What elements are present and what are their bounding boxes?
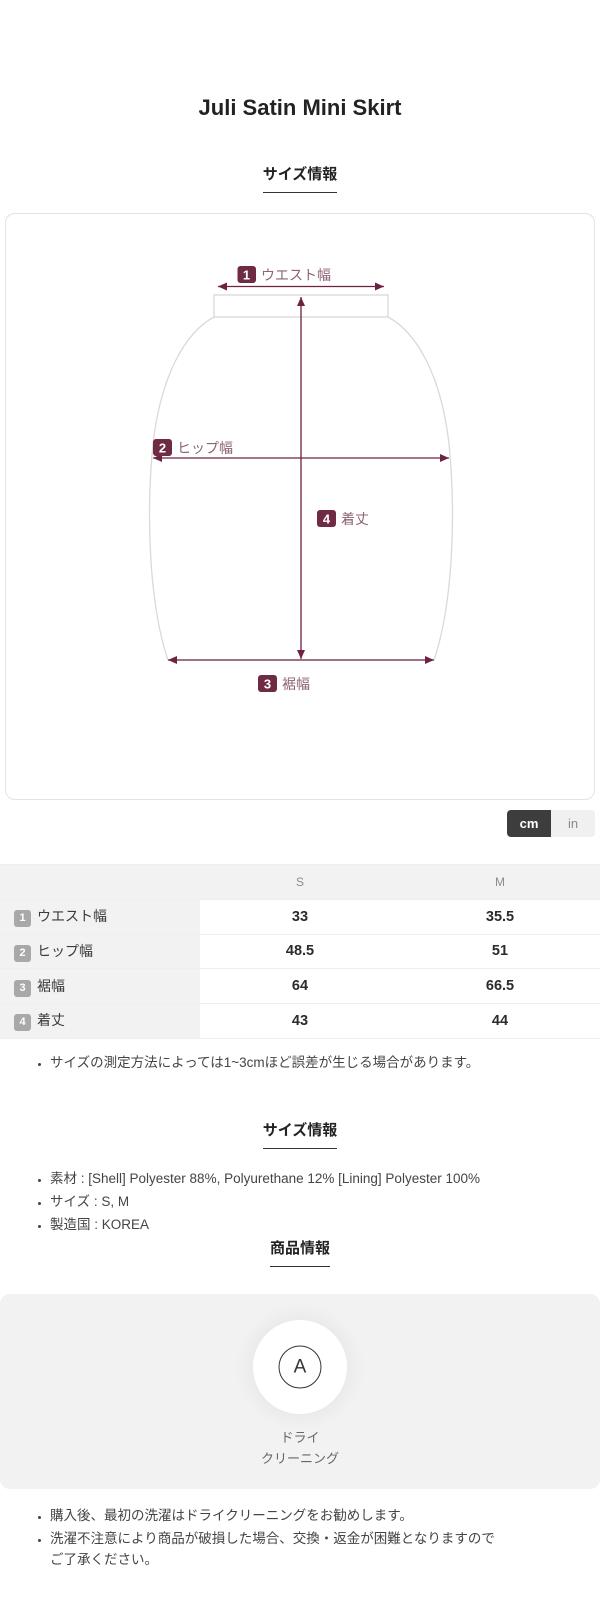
svg-text:ヒップ幅: ヒップ幅 [177,438,233,458]
svg-text:ウエスト幅: ウエスト幅 [261,265,331,285]
svg-text:2: 2 [159,441,166,456]
svg-text:1: 1 [243,268,250,283]
svg-text:裾幅: 裾幅 [282,674,310,694]
svg-text:着丈: 着丈 [341,509,369,529]
svg-text:3: 3 [264,677,271,692]
svg-text:4: 4 [323,512,331,527]
